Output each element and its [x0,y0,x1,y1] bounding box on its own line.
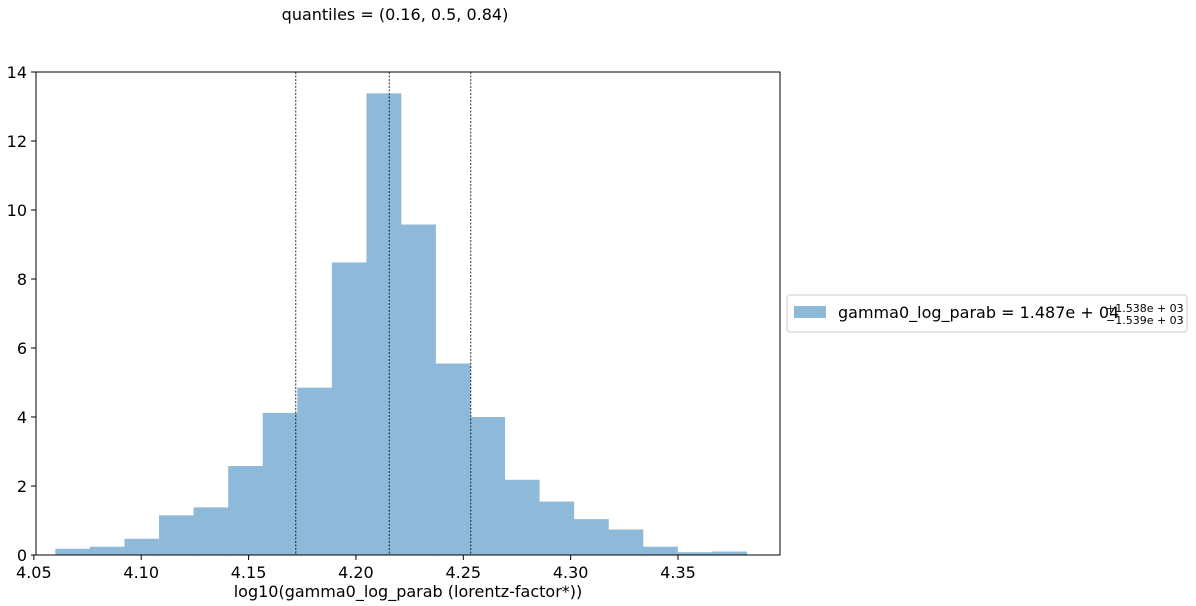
histogram-bar [331,262,367,555]
legend-sup: +1.538e + 03 [1106,302,1184,315]
histogram-bar [643,546,678,555]
histogram-bar [262,412,298,555]
quantile-lines [295,72,472,555]
y-tick-label: 8 [17,270,27,289]
x-tick-label: 4.15 [231,563,267,582]
x-tick-label: 4.20 [338,563,374,582]
y-axis: 0 2 4 6 8 10 12 14 [7,63,36,565]
legend-sub: −1.539e + 03 [1106,314,1184,327]
histogram-bar [124,538,160,555]
histogram-bar [401,224,436,556]
x-tick-label: 4.25 [445,563,481,582]
legend-box [786,294,1188,333]
histogram-bar [435,363,471,555]
histogram-bar [677,552,713,555]
y-tick-label: 2 [17,477,27,496]
histogram-bar [193,507,229,555]
y-tick-label: 12 [7,132,27,151]
histogram-bar [228,465,264,555]
x-tick-label: 4.30 [553,563,589,582]
x-tick-label: 4.35 [660,563,696,582]
histogram-bar [539,501,575,555]
histogram-bar [712,551,748,555]
y-tick-label: 0 [17,546,27,565]
histogram-bar [608,529,644,555]
y-tick-label: 6 [17,339,27,358]
histogram-bar [573,519,609,555]
histogram-bar [366,93,402,555]
histogram-bars [55,93,748,556]
legend-swatch [794,306,826,318]
x-axis-label: log10(gamma0_log_parab (lorentz-factor*)… [234,582,583,602]
x-axis: 4.05 4.10 4.15 4.20 4.25 4.30 4.35 [16,555,696,582]
histogram-bar [159,515,194,555]
y-tick-label: 14 [7,63,27,82]
x-tick-label: 4.05 [16,563,52,582]
legend: gamma0_log_parab = 1.487e + 04 +1.538e +… [786,294,1188,333]
plot-frame [35,71,781,556]
histogram-bar [297,387,333,555]
x-tick-label: 4.10 [123,563,159,582]
histogram-bar [55,548,91,555]
histogram-bar [89,546,125,555]
y-tick-label: 4 [17,408,27,427]
chart-title: quantiles = (0.16, 0.5, 0.84) [282,5,509,24]
y-tick-label: 10 [7,201,27,220]
legend-label: gamma0_log_parab = 1.487e + 04 [838,303,1119,323]
histogram-bar [470,417,506,555]
histogram-bar [504,479,540,555]
